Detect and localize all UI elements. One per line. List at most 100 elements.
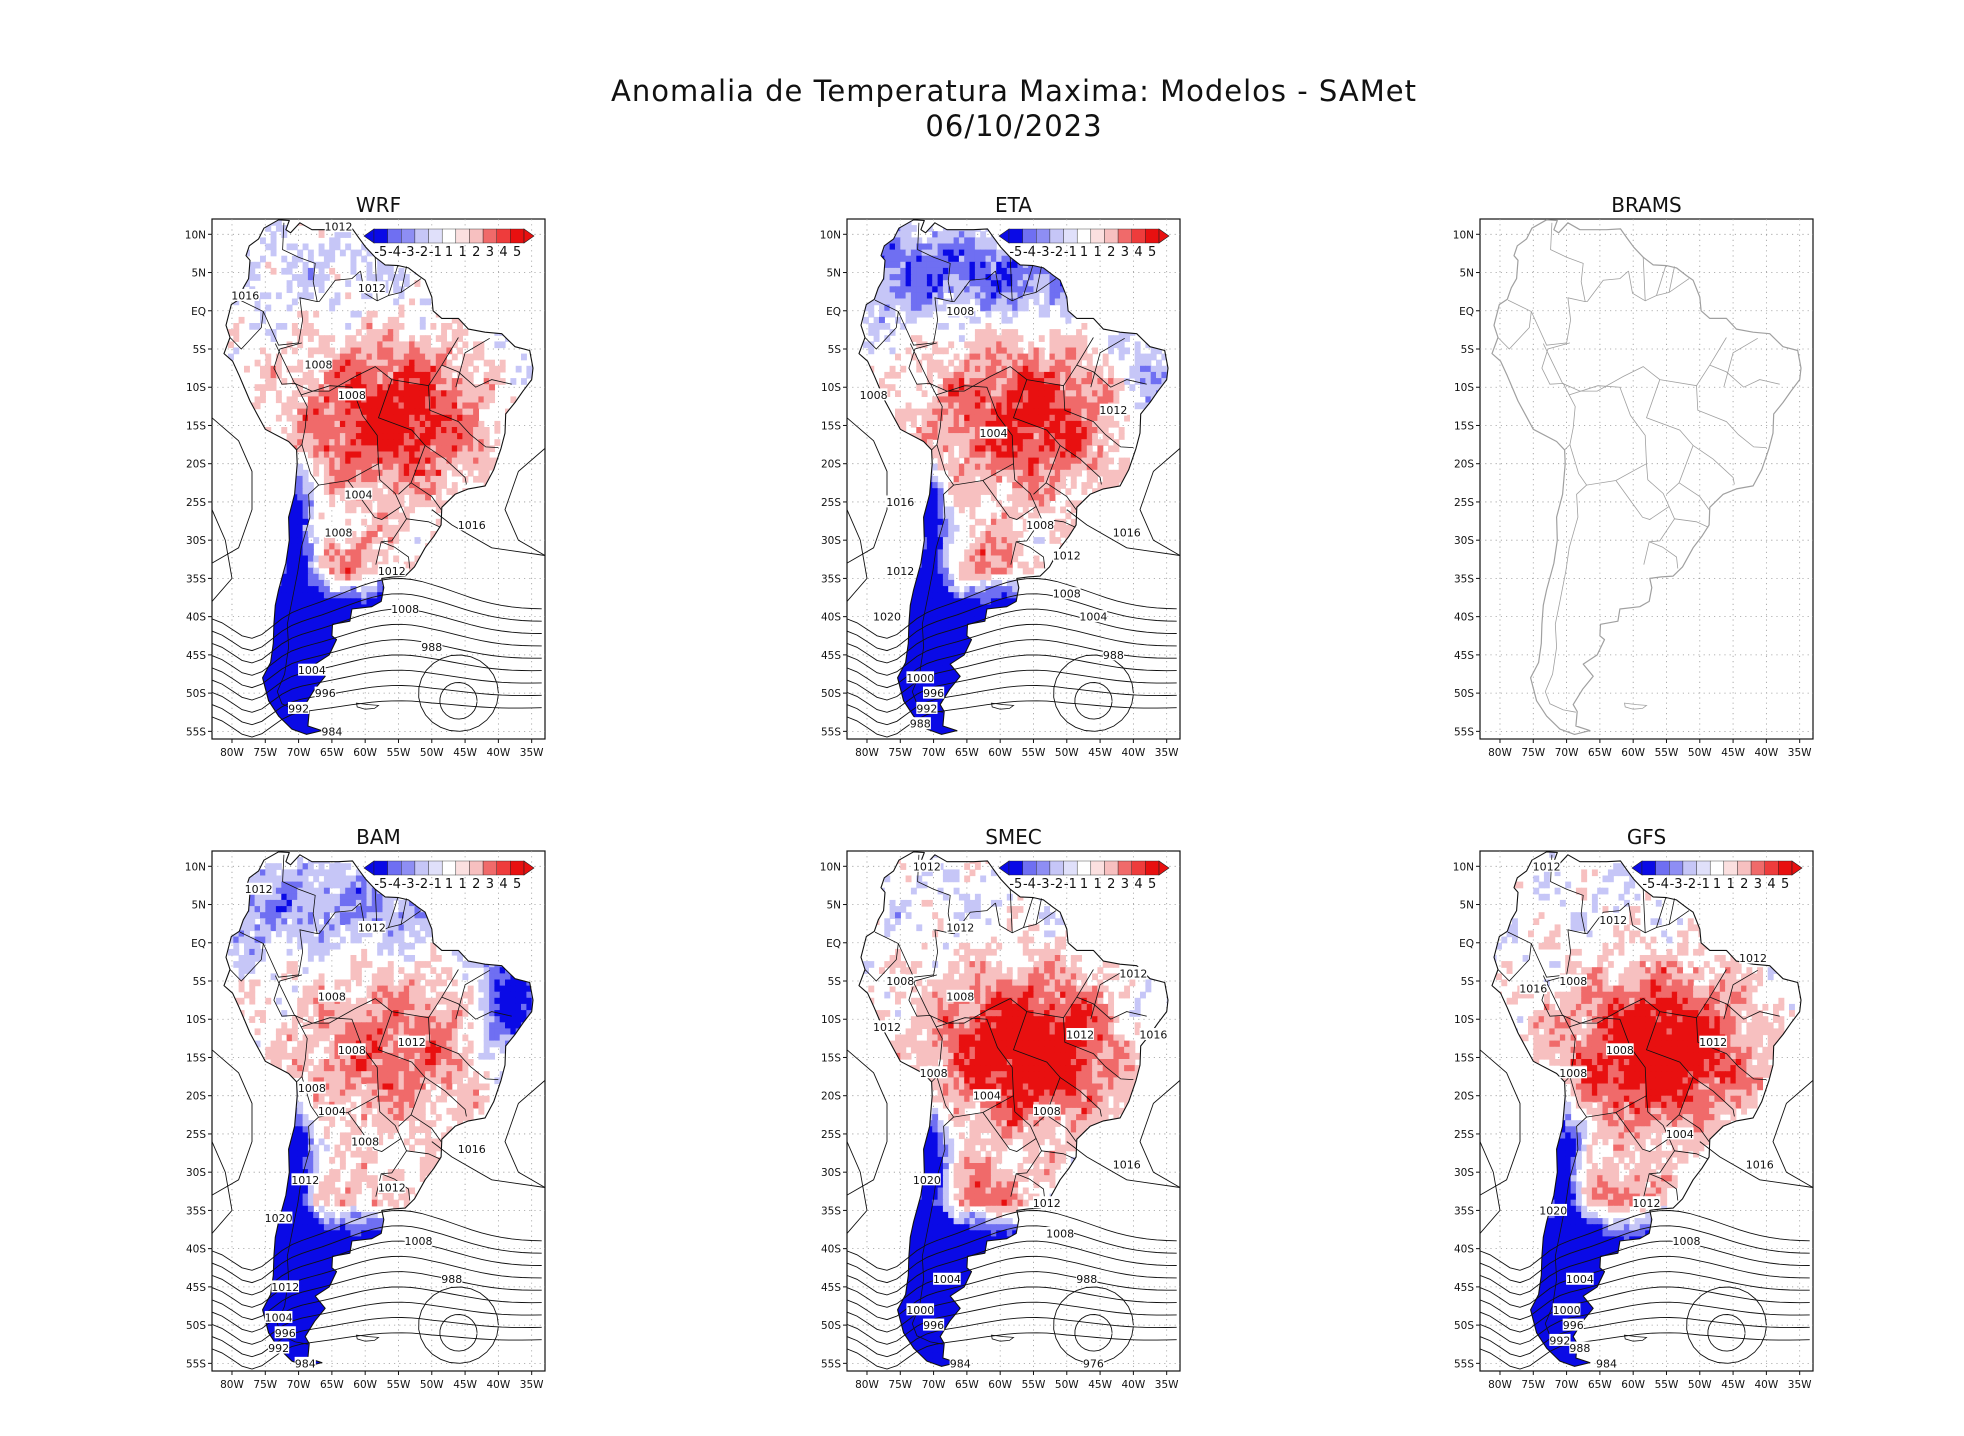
- colorbar-swatch: [1104, 228, 1119, 244]
- isobar-label: 992: [288, 702, 309, 715]
- isobar-label: 1012: [1739, 952, 1767, 965]
- lat-tick-label: 10N: [185, 861, 206, 873]
- isobar-label-bg: [264, 1310, 293, 1323]
- isobar-label-bg: [1532, 859, 1561, 872]
- isobar-label: 984: [321, 725, 342, 738]
- lat-tick-label: 15S: [821, 1052, 841, 1064]
- isobar-label: 1008: [1053, 588, 1081, 601]
- colorbar-swatch: [401, 228, 416, 244]
- lat-tick-label: 20S: [186, 1091, 206, 1103]
- colorbar-swatch: [1778, 860, 1793, 876]
- isobar-label-bg: [1026, 518, 1054, 531]
- isobar-label: 1012: [378, 565, 406, 578]
- isobar-label: 1008: [1672, 1235, 1700, 1248]
- isobar-label-bg: [457, 518, 486, 531]
- isobar-label-bg: [933, 1272, 961, 1285]
- isobar-label: 1012: [245, 883, 273, 896]
- lat-tick-label: 20S: [821, 459, 841, 471]
- lat-tick-label: 10N: [185, 229, 206, 241]
- colorbar-label: -5: [1642, 877, 1655, 892]
- isobar-label-bg: [906, 1303, 935, 1316]
- colorbar-label: 3: [1121, 877, 1129, 892]
- lat-tick-label: 45S: [186, 1282, 206, 1294]
- isobar-label: 1020: [913, 1174, 941, 1187]
- colorbar-label: 1: [445, 877, 453, 892]
- lat-tick-label: 55S: [186, 1358, 206, 1370]
- lon-tick-label: 55W: [387, 1379, 411, 1391]
- lat-tick-label: 50S: [1454, 1320, 1474, 1332]
- isobar-label-bg: [1599, 913, 1627, 926]
- panel-title: BAM: [356, 825, 401, 849]
- panel-title: GFS: [1626, 825, 1667, 849]
- colorbar-swatch: [1764, 860, 1779, 876]
- colorbar: -5 -4 -3 -2 -1 1 1 2 3 4 5: [363, 228, 535, 260]
- isobar-label: 1004: [265, 1311, 293, 1324]
- lat-tick-label: 5N: [191, 900, 206, 912]
- isobar-label-bg: [314, 686, 336, 699]
- falkland-islands: [356, 1334, 380, 1342]
- isobar-label-bg: [873, 610, 901, 623]
- colorbar-swatch: [1022, 228, 1037, 244]
- isobar-label-bg: [922, 1318, 945, 1331]
- lon-tick-label: 80W: [1488, 1379, 1512, 1391]
- isobar-label: 1000: [906, 1304, 934, 1317]
- lat-tick-label: 45S: [821, 1282, 841, 1294]
- map-bam: 1012 1012 1008 1008 1012 1008 1004 1008 1016 1012…: [185, 850, 546, 1391]
- colorbar-label: 2: [1107, 245, 1115, 260]
- lon-tick-label: 50W: [1688, 1379, 1712, 1391]
- isobar-label-bg: [1082, 1356, 1105, 1369]
- isobar-label: 1012: [886, 565, 914, 578]
- lon-tick-label: 55W: [1655, 1379, 1679, 1391]
- colorbar-label: -1: [429, 877, 442, 892]
- country-borders: [229, 222, 512, 713]
- isobar-label: 1008: [920, 1067, 948, 1080]
- isobar-label: 996: [1563, 1319, 1584, 1332]
- lat-tick-label: 45S: [821, 650, 841, 662]
- colorbar-label: -5: [374, 877, 387, 892]
- lat-tick-label: EQ: [1459, 938, 1474, 950]
- lon-tick-label: 40W: [1755, 747, 1779, 759]
- isobar-labels: 1008 1008 1004 1012 1016 1008 1012 1016 1012 1008…: [860, 304, 1141, 731]
- coastline: [223, 219, 534, 735]
- lat-tick-label: 50S: [821, 688, 841, 700]
- colorbar-label: 5: [1148, 877, 1156, 892]
- isobar-label-bg: [1552, 1303, 1581, 1316]
- lat-tick-label: 10N: [1453, 861, 1474, 873]
- colorbar-label: 1: [1713, 877, 1721, 892]
- colorbar-label: 1: [1093, 245, 1101, 260]
- lon-tick-label: 45W: [1721, 1379, 1745, 1391]
- lat-tick-label: 45S: [1454, 1282, 1474, 1294]
- lat-tick-label: 20S: [1454, 1091, 1474, 1103]
- isobar-label: 1004: [345, 488, 373, 501]
- isobar-label-bg: [291, 1173, 320, 1186]
- lon-tick-label: 65W: [1588, 747, 1612, 759]
- colorbar-label: -3: [1037, 245, 1050, 260]
- lat-tick-label: 40S: [186, 612, 206, 624]
- isobar-label-bg: [1119, 966, 1148, 979]
- colorbar-swatch: [428, 860, 443, 876]
- colorbar-label: 2: [472, 877, 480, 892]
- colorbar-label: -2: [415, 877, 428, 892]
- panel-brams: BRAMS 10N 5N EQ 5S 10S 15S 20S 25S 30S 35S 40S 45S 5…: [1420, 193, 1940, 773]
- isobar-label: 1008: [338, 1044, 366, 1057]
- colorbar-label: -4: [1656, 877, 1669, 892]
- lat-tick-label: 30S: [186, 1167, 206, 1179]
- isobar-label-bg: [1566, 1272, 1594, 1285]
- isobar-labels: 1012 1012 1008 1008 1012 1012 1016 1012 1008 1004…: [873, 859, 1167, 1370]
- colorbar-label: 1: [1093, 877, 1101, 892]
- colorbar-swatch: [1641, 860, 1656, 876]
- colorbar-label: 3: [486, 877, 494, 892]
- colorbar-label: -1: [1064, 245, 1077, 260]
- map-brams: 10N 5N EQ 5S 10S 15S 20S 25S 30S 35S 40S 45S 50S 55S 8…: [1453, 218, 1814, 759]
- falkland-islands: [1624, 702, 1648, 710]
- lat-tick-label: 10S: [821, 382, 841, 394]
- colorbar-swatch: [482, 860, 497, 876]
- lon-tick-label: 45W: [1088, 747, 1112, 759]
- isobar-labels: 1012 1012 1008 1016 1012 1008 1012 1008 1004 1016…: [1519, 859, 1774, 1370]
- map-smec: 1012 1012 1008 1008 1012 1012 1016 1012 1008 1004…: [820, 850, 1181, 1391]
- falkland-islands: [1624, 1334, 1648, 1342]
- isobar-label-bg: [949, 1356, 971, 1369]
- isobar-label-bg: [919, 1066, 948, 1079]
- panel-wrf: WRF 1012 1012 1016 1008 1008 1004 1016 1008 1012…: [152, 193, 672, 773]
- colorbar-label: 4: [1134, 877, 1142, 892]
